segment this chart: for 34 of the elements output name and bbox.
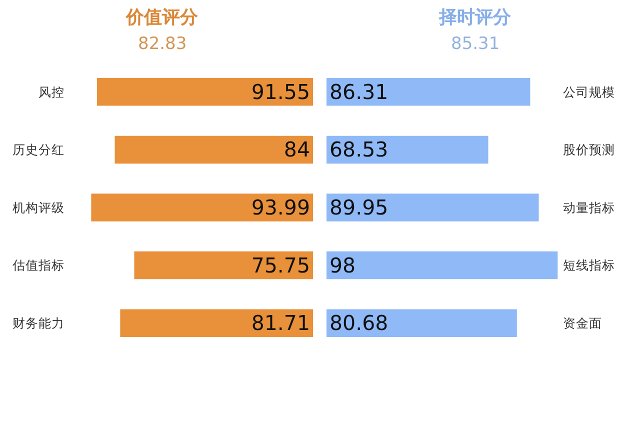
y-tick-label: 机构评级 <box>12 200 65 215</box>
data-label: 80.68 <box>330 311 388 336</box>
data-label: 98 <box>330 253 356 278</box>
bar <box>134 251 313 280</box>
bar <box>326 194 539 222</box>
data-label: 93.99 <box>251 196 310 220</box>
data-label: 75.75 <box>251 253 310 278</box>
bar <box>96 78 313 106</box>
y-tick-label: 历史分红 <box>12 142 65 158</box>
chart-subtitle: 85.31 <box>451 34 500 54</box>
data-label: 81.71 <box>251 311 310 336</box>
bar <box>114 136 313 164</box>
chart-title: 价值评分 <box>125 7 199 28</box>
y-tick-label: 财务能力 <box>12 315 65 330</box>
bar <box>326 251 558 280</box>
bar <box>326 309 517 337</box>
y-tick-label: 公司规模 <box>562 84 615 100</box>
data-label: 84 <box>284 138 310 162</box>
data-label: 91.55 <box>251 80 310 104</box>
y-tick-label: 估值指标 <box>12 258 65 273</box>
bar <box>326 78 530 106</box>
bar <box>91 194 313 222</box>
chart-subtitle: 82.83 <box>138 34 187 54</box>
data-label: 86.31 <box>330 80 388 104</box>
y-tick-label: 风控 <box>38 84 65 100</box>
bar <box>326 136 488 164</box>
chart-title: 择时评分 <box>438 7 512 28</box>
y-tick-label: 短线指标 <box>562 258 615 273</box>
y-tick-label: 资金面 <box>562 315 602 330</box>
data-label: 89.95 <box>330 196 388 220</box>
data-label: 68.53 <box>330 138 388 162</box>
bar <box>120 309 313 337</box>
y-tick-label: 股价预测 <box>562 142 615 158</box>
y-tick-label: 动量指标 <box>562 200 615 215</box>
